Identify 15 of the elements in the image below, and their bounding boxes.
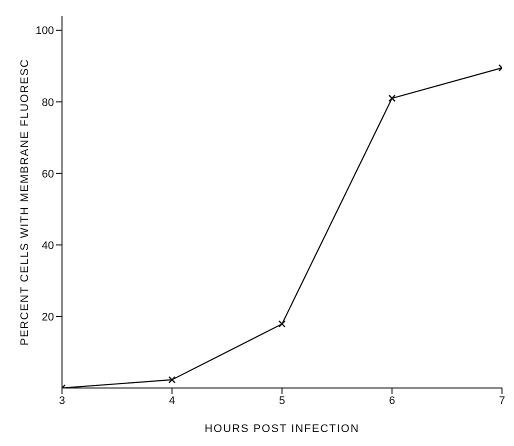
- y-tick-label: 100: [36, 25, 54, 38]
- y-tick-label: 20: [42, 311, 54, 324]
- x-axis-title: HOURS POST INFECTION: [204, 423, 360, 435]
- y-tick-label: 40: [42, 240, 54, 252]
- x-tick-label: 6: [388, 394, 396, 407]
- y-tick-label: 60: [42, 168, 54, 180]
- y-axis-title: PERCENT CELLS WITH MEMBRANE FLUORESC: [18, 58, 31, 346]
- point: [278, 320, 286, 328]
- x-tick-label: 3: [58, 394, 66, 407]
- x-tick-label: 4: [168, 394, 176, 407]
- x-tick-label: 5: [278, 394, 286, 407]
- point: [168, 376, 176, 384]
- y-tick-label: 80: [42, 96, 54, 109]
- point: [388, 94, 396, 102]
- x-tick-label: 7: [498, 394, 506, 407]
